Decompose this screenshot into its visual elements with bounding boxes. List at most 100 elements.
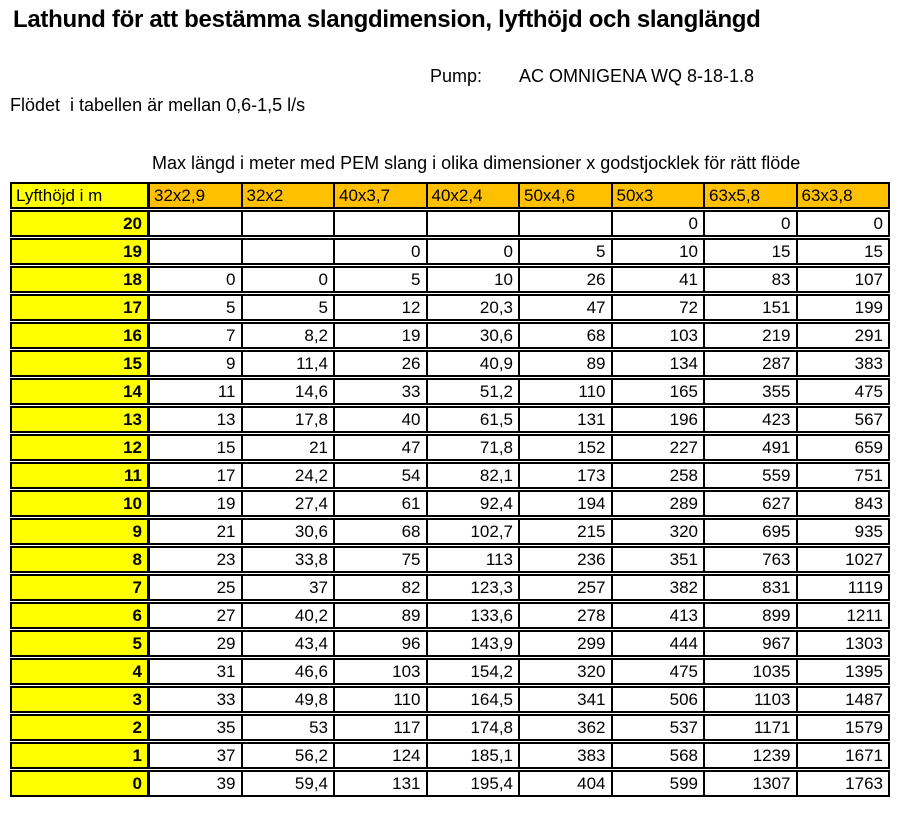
lift-height-cell: 15 [10, 350, 150, 377]
max-length-cell: 475 [797, 378, 890, 405]
max-length-cell: 1579 [797, 714, 890, 741]
max-length-cell: 23 [150, 546, 243, 573]
lift-height-cell: 16 [10, 322, 150, 349]
max-length-cell: 49,8 [242, 686, 335, 713]
max-length-cell: 291 [797, 322, 890, 349]
lift-height-cell: 1 [10, 742, 150, 769]
column-header-50x3: 50x3 [612, 182, 705, 209]
max-length-cell: 751 [797, 462, 890, 489]
table-row: 15 9 11,4 26 40,9 89 134 287 383 [10, 350, 890, 377]
column-header-63x58: 63x5,8 [705, 182, 798, 209]
max-length-cell: 341 [520, 686, 613, 713]
column-header-63x38: 63x3,8 [797, 182, 890, 209]
max-length-cell [242, 238, 335, 265]
max-length-cell: 54 [335, 462, 428, 489]
max-length-cell: 107 [797, 266, 890, 293]
table-row: 12 15 21 47 71,8 152 227 491 659 [10, 434, 890, 461]
max-length-cell: 15 [705, 238, 798, 265]
pump-label: Pump: [430, 66, 483, 86]
max-length-cell: 124 [335, 742, 428, 769]
max-length-cell: 475 [612, 658, 705, 685]
table-row: 9 21 30,6 68 102,7 215 320 695 935 [10, 518, 890, 545]
max-length-cell: 47 [520, 294, 613, 321]
max-length-cell: 110 [335, 686, 428, 713]
max-length-cell: 143,9 [427, 630, 520, 657]
max-length-cell: 21 [150, 518, 243, 545]
table-row: 19 0 0 5 10 15 15 [10, 238, 890, 265]
max-length-cell: 12 [335, 294, 428, 321]
max-length-cell: 11,4 [242, 350, 335, 377]
max-length-cell: 899 [705, 602, 798, 629]
max-length-cell: 831 [705, 574, 798, 601]
max-length-cell: 25 [150, 574, 243, 601]
table-row: 2 35 53 117 174,8 362 537 1171 1579 [10, 714, 890, 741]
max-length-cell: 154,2 [427, 658, 520, 685]
lift-height-cell: 19 [10, 238, 150, 265]
max-length-cell: 72 [612, 294, 705, 321]
max-length-cell: 151 [705, 294, 798, 321]
lift-height-cell: 0 [10, 770, 150, 797]
max-length-cell: 131 [335, 770, 428, 797]
lift-height-cell: 4 [10, 658, 150, 685]
max-length-cell: 174,8 [427, 714, 520, 741]
max-length-cell: 103 [335, 658, 428, 685]
max-length-cell: 599 [612, 770, 705, 797]
max-length-cell [150, 238, 243, 265]
max-length-cell: 1303 [797, 630, 890, 657]
max-length-cell: 1763 [797, 770, 890, 797]
max-length-cell: 10 [612, 238, 705, 265]
max-length-cell: 15 [797, 238, 890, 265]
max-length-cell: 92,4 [427, 490, 520, 517]
max-length-cell: 0 [427, 238, 520, 265]
max-length-cell: 1307 [705, 770, 798, 797]
max-length-cell: 404 [520, 770, 613, 797]
max-length-table-body: 20 0 0 0 19 0 0 5 10 15 15 18 0 0 5 10 26 41 83 107 17 5 5 12 20… [10, 210, 890, 797]
max-length-cell: 68 [335, 518, 428, 545]
max-length-cell: 0 [797, 210, 890, 237]
max-length-cell: 843 [797, 490, 890, 517]
flow-range-note: Flödet i tabellen är mellan 0,6-1,5 l/s [10, 95, 306, 115]
max-length-cell: 0 [612, 210, 705, 237]
lift-height-cell: 3 [10, 686, 150, 713]
table-row: 16 7 8,2 19 30,6 68 103 219 291 [10, 322, 890, 349]
max-length-cell: 15 [150, 434, 243, 461]
max-length-cell: 37 [242, 574, 335, 601]
table-row: 8 23 33,8 75 113 236 351 763 1027 [10, 546, 890, 573]
max-length-cell: 53 [242, 714, 335, 741]
max-length-cell: 1027 [797, 546, 890, 573]
max-length-cell: 33 [335, 378, 428, 405]
lift-height-cell: 13 [10, 406, 150, 433]
max-length-cell [242, 210, 335, 237]
max-length-cell: 82,1 [427, 462, 520, 489]
table-row: 10 19 27,4 61 92,4 194 289 627 843 [10, 490, 890, 517]
lift-height-cell: 2 [10, 714, 150, 741]
lift-height-cell: 14 [10, 378, 150, 405]
max-length-cell: 185,1 [427, 742, 520, 769]
max-length-cell: 29 [150, 630, 243, 657]
max-length-cell: 27 [150, 602, 243, 629]
max-length-cell: 89 [335, 602, 428, 629]
max-length-cell: 33 [150, 686, 243, 713]
max-length-cell: 227 [612, 434, 705, 461]
column-header-lyfthojd: Lyfthöjd i m [10, 182, 150, 209]
table-row: 1 37 56,2 124 185,1 383 568 1239 1671 [10, 742, 890, 769]
max-length-cell: 5 [335, 266, 428, 293]
max-length-cell: 46,6 [242, 658, 335, 685]
max-length-cell: 659 [797, 434, 890, 461]
max-length-cell: 96 [335, 630, 428, 657]
max-length-cell: 423 [705, 406, 798, 433]
max-length-cell: 68 [520, 322, 613, 349]
page-title: Lathund för att bestämma slangdimension,… [13, 6, 761, 33]
max-length-cell: 289 [612, 490, 705, 517]
max-length-cell: 103 [612, 322, 705, 349]
max-length-cell: 383 [520, 742, 613, 769]
max-length-cell: 173 [520, 462, 613, 489]
max-length-cell: 17,8 [242, 406, 335, 433]
max-length-cell: 355 [705, 378, 798, 405]
table-row: 3 33 49,8 110 164,5 341 506 1103 1487 [10, 686, 890, 713]
max-length-cell: 199 [797, 294, 890, 321]
max-length-cell: 627 [705, 490, 798, 517]
max-length-cell: 362 [520, 714, 613, 741]
max-length-cell: 37 [150, 742, 243, 769]
max-length-cell [520, 210, 613, 237]
